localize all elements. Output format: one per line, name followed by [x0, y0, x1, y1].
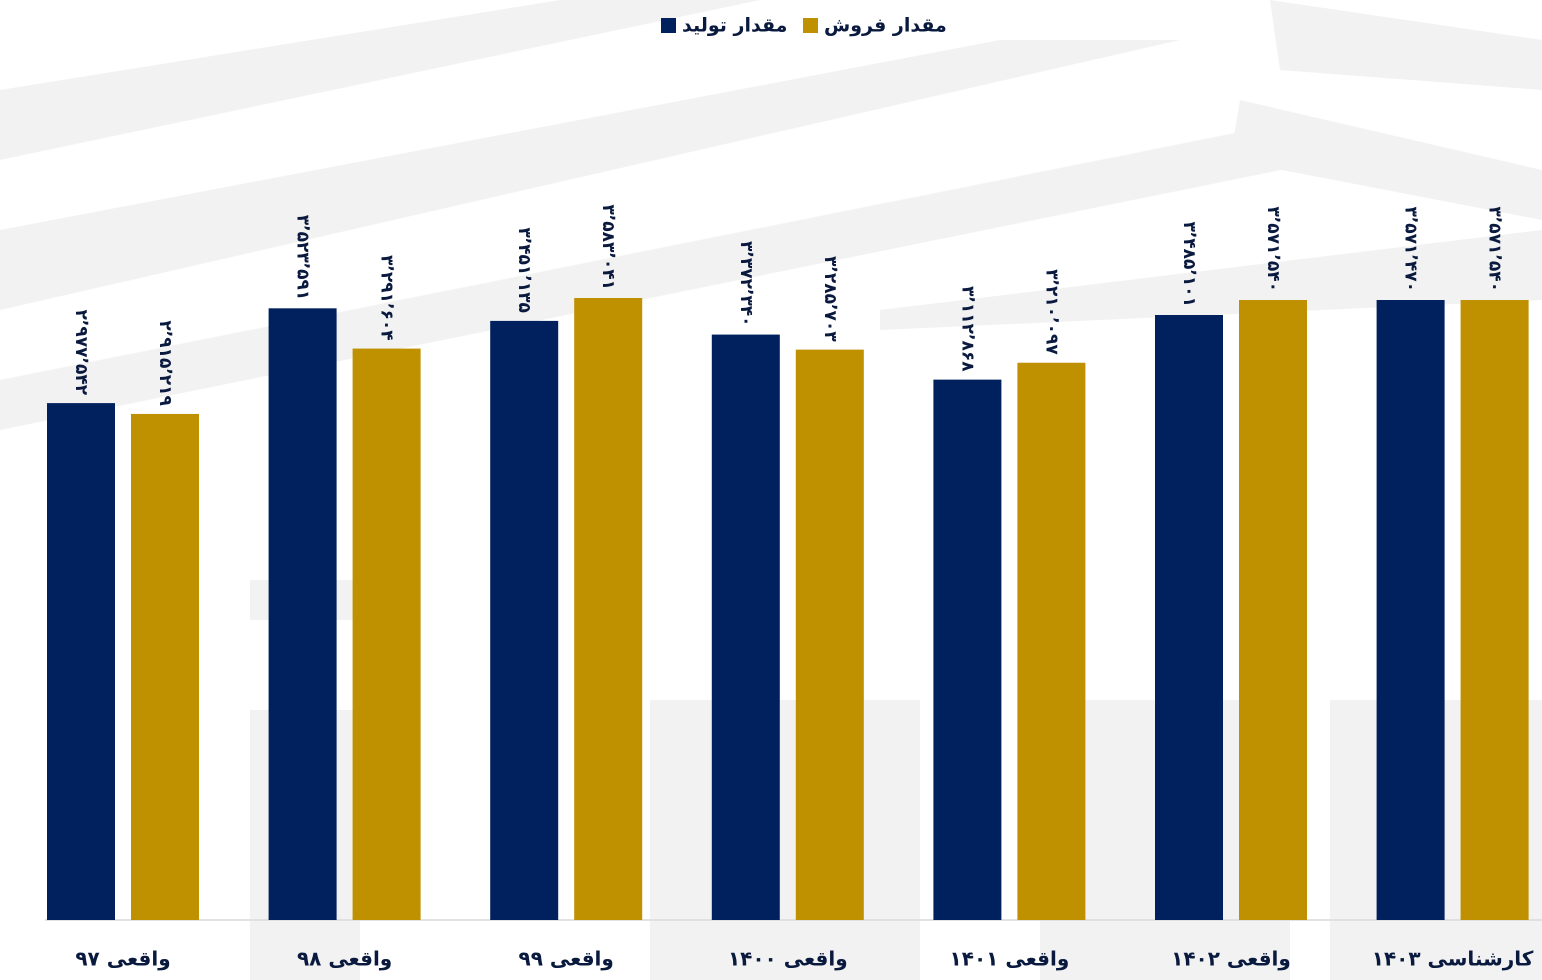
legend-swatch: [661, 18, 676, 33]
value-label: ۳٬۳۷۲٬۳۴۰: [736, 241, 756, 327]
value-label: ۲٬۹۷۷٬۵۴۲: [71, 310, 91, 396]
value-label: ۳٬۲۸۵٬۷۰۳: [820, 256, 840, 342]
bar: [574, 298, 643, 920]
bar: [268, 308, 337, 920]
legend-label: مقدار تولید: [682, 15, 787, 37]
bar: [1017, 362, 1086, 920]
bar: [1239, 299, 1307, 920]
value-label: ۳٬۴۸۵٬۱۰۱: [1179, 221, 1199, 307]
value-label: ۳٬۱۱۲٬۸۶۸: [957, 286, 977, 372]
bar: [1460, 299, 1529, 920]
bar: [490, 320, 559, 920]
value-label: ۳٬۲۹۱٬۶۰۴: [377, 255, 397, 341]
value-label: ۳٬۵۷۱٬۵۴۰: [1485, 206, 1505, 292]
legend-swatch: [803, 18, 818, 33]
bar: [795, 349, 864, 920]
bar: [1155, 315, 1223, 920]
bar: [711, 334, 780, 920]
value-label: ۲٬۹۱۵٬۲۱۹: [155, 320, 175, 406]
x-tick-label: کارشناسی ۱۴۰۳: [1372, 947, 1534, 971]
value-label: ۳٬۲۱۰٬۰۹۷: [1041, 269, 1061, 355]
bar: [1376, 300, 1445, 920]
bar: [47, 403, 115, 920]
value-label: ۳٬۵۸۳٬۰۴۱: [598, 204, 618, 290]
value-label: ۳٬۵۷۱٬۴۷۰: [1401, 206, 1421, 292]
bar: [131, 413, 199, 920]
bar: [933, 379, 1002, 920]
bar: [352, 348, 421, 920]
x-tick-label: واقعی ۹۹: [519, 947, 614, 971]
value-label: ۳٬۵۲۳٬۵۹۱: [293, 215, 313, 301]
x-tick-label: واقعی ۹۸: [297, 947, 392, 971]
x-tick-label: واقعی ۹۷: [75, 947, 170, 971]
value-label: ۳٬۴۵۱٬۱۳۵: [514, 227, 534, 313]
x-tick-label: واقعی ۱۴۰۲: [1171, 947, 1291, 971]
x-tick-label: واقعی ۱۴۰۱: [950, 947, 1070, 971]
x-tick-label: واقعی ۱۴۰۰: [728, 947, 848, 971]
legend-label: مقدار فروش: [824, 15, 947, 37]
value-label: ۳٬۵۷۱٬۵۴۰: [1263, 206, 1283, 292]
